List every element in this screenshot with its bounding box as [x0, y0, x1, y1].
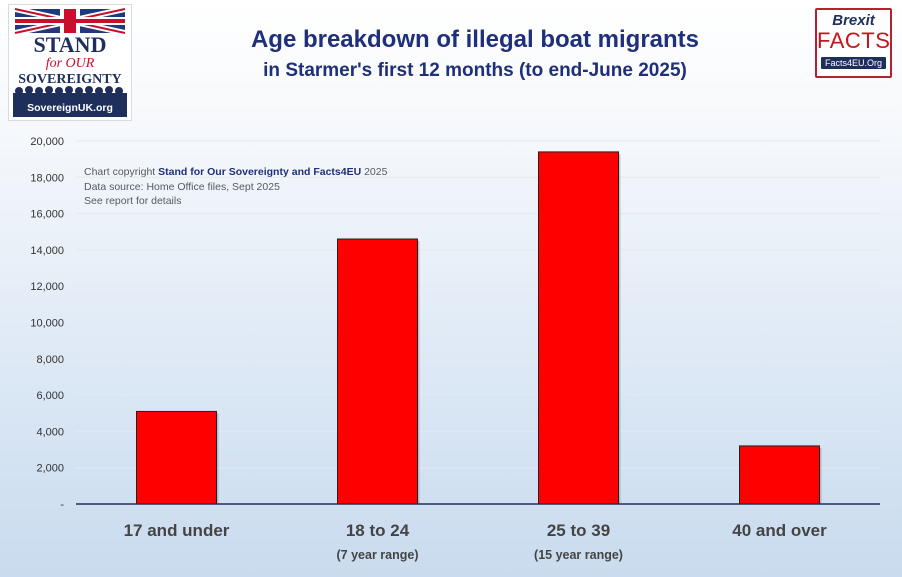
logo-line-for-our: for OUR [46, 56, 95, 71]
y-tick-label: - [60, 499, 64, 511]
y-tick-label: 8,000 [36, 354, 64, 366]
chart-subtitle: in Starmer's first 12 months (to end-Jun… [263, 60, 687, 81]
y-tick-label: 20,000 [30, 136, 64, 148]
y-tick-label: 2,000 [36, 463, 64, 475]
details-note: See report for details [84, 195, 182, 207]
x-category-label: 25 to 39 [547, 521, 610, 540]
logo-url: SovereignUK.org [27, 102, 113, 114]
y-tick-label: 14,000 [30, 245, 64, 257]
x-category-label: 18 to 24 [346, 521, 410, 540]
data-source-note: Data source: Home Office files, Sept 202… [84, 181, 280, 193]
bar [337, 238, 418, 505]
y-tick-label: 4,000 [36, 426, 64, 438]
brexit-facts-line2: FACTS [817, 28, 891, 53]
logo-line-sovereignty: SOVEREIGNTY [18, 72, 121, 87]
copyright-prefix: Chart copyright [84, 166, 156, 178]
logo-line-stand: STAND [34, 32, 107, 57]
y-tick-label: 10,000 [30, 318, 64, 330]
y-tick-label: 16,000 [30, 209, 64, 221]
x-category-label: 40 and over [732, 521, 827, 540]
crowd-silhouette-icon [13, 86, 127, 117]
y-tick-label: 6,000 [36, 390, 64, 402]
bar [136, 410, 217, 505]
chart-title: Age breakdown of illegal boat migrants [250, 26, 700, 53]
bar [538, 151, 619, 505]
brexit-facts-url: Facts4EU.Org [820, 57, 886, 69]
brexit-facts-logo: Brexit FACTS Facts4EU.Org [815, 8, 892, 78]
copyright-owner: Stand for Our Sovereignty and Facts4EU [158, 166, 362, 178]
copyright-year: 2025 [364, 166, 388, 178]
x-category-sublabel: (7 year range) [337, 548, 419, 562]
x-category-label: 17 and under [124, 521, 230, 540]
union-flag-icon: STAND for OUR SOVEREIGNTY SovereignUK.or… [9, 5, 131, 120]
stand-for-our-sovereignty-logo: STAND for OUR SOVEREIGNTY SovereignUK.or… [8, 4, 132, 121]
brexit-facts-line1: Brexit [832, 12, 875, 29]
x-category-sublabel: (15 year range) [534, 548, 623, 562]
copyright-note: Chart copyright Stand for Our Sovereignt… [84, 166, 387, 178]
bar [739, 445, 820, 505]
y-tick-label: 12,000 [30, 281, 64, 293]
y-tick-label: 18,000 [30, 172, 64, 184]
